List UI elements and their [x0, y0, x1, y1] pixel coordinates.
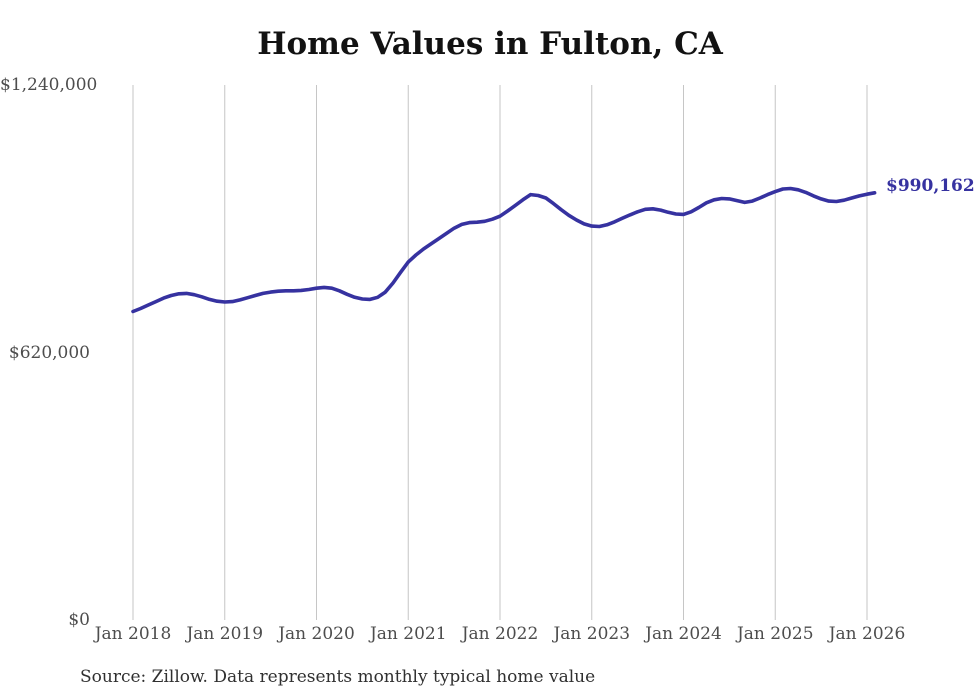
x-axis-tick-label: Jan 2020	[278, 624, 355, 644]
x-axis-tick-label: Jan 2024	[645, 624, 722, 644]
y-axis-tick-label: $1,240,000	[0, 75, 98, 95]
x-axis-tick-label: Jan 2018	[94, 624, 172, 644]
x-axis-tick-label: Jan 2026	[828, 624, 906, 644]
y-axis-tick-label: $620,000	[8, 342, 90, 363]
gridlines	[132, 85, 868, 620]
x-axis-tick-label: Jan 2022	[461, 624, 539, 644]
source-note: Source: Zillow. Data represents monthly …	[80, 667, 596, 687]
x-axis-tick-label: Jan 2021	[369, 624, 447, 644]
chart-title: Home Values in Fulton, CA	[257, 26, 723, 62]
y-axis-tick-label: $0	[68, 610, 90, 630]
x-axis-tick-label: Jan 2019	[186, 624, 264, 644]
x-axis-tick-label: Jan 2025	[736, 624, 814, 644]
home-value-line	[131, 186, 877, 314]
x-axis-tick-label: Jan 2023	[553, 624, 631, 644]
current-value-label: $990,162	[886, 176, 975, 196]
